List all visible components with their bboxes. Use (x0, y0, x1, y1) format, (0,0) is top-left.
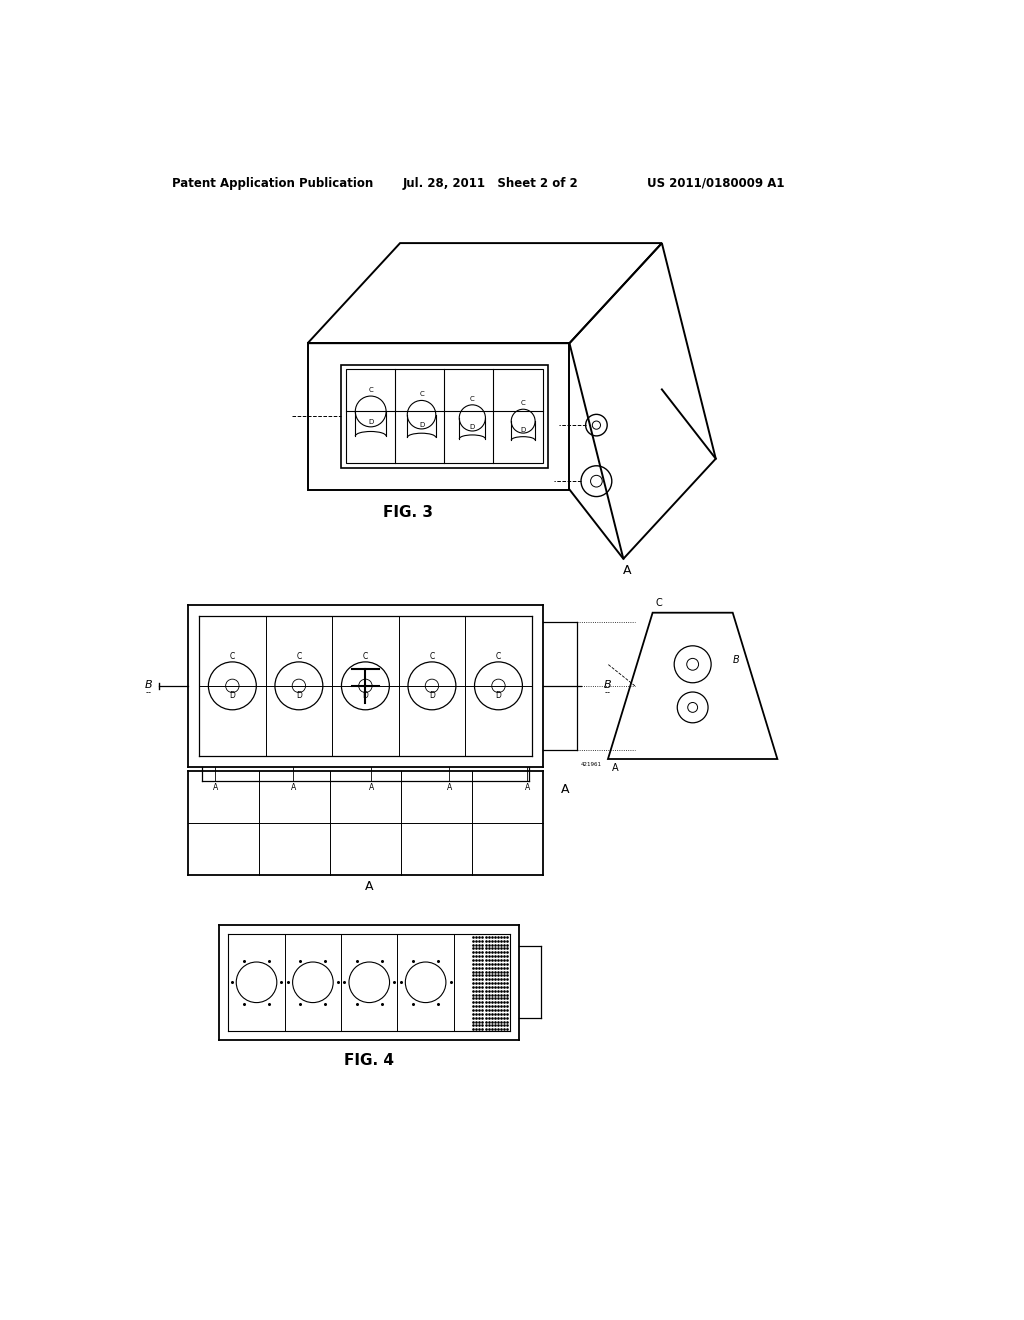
Text: D: D (520, 426, 525, 433)
Text: C: C (655, 598, 663, 609)
Text: C: C (362, 652, 368, 661)
Text: A: A (446, 783, 452, 792)
Text: B: B (144, 680, 153, 690)
Text: --: -- (145, 688, 152, 697)
Text: C: C (369, 387, 373, 393)
Text: FIG. 3: FIG. 3 (383, 506, 433, 520)
Text: C: C (470, 396, 475, 401)
Text: D: D (362, 690, 369, 700)
Text: D: D (296, 690, 302, 700)
Text: B: B (733, 656, 740, 665)
Text: D: D (368, 420, 374, 425)
Text: C: C (296, 652, 301, 661)
Text: B: B (604, 680, 611, 690)
Text: D: D (496, 690, 502, 700)
Text: US 2011/0180009 A1: US 2011/0180009 A1 (647, 177, 784, 190)
Text: D: D (470, 424, 475, 430)
Text: A: A (623, 564, 632, 577)
Text: C: C (429, 652, 434, 661)
Text: Jul. 28, 2011   Sheet 2 of 2: Jul. 28, 2011 Sheet 2 of 2 (402, 177, 578, 190)
Text: A: A (291, 783, 296, 792)
Text: D: D (429, 690, 435, 700)
Text: 421961: 421961 (581, 762, 602, 767)
Text: C: C (496, 652, 501, 661)
Text: FIG. 4: FIG. 4 (344, 1053, 394, 1068)
Text: A: A (369, 783, 374, 792)
Text: --: -- (605, 688, 611, 697)
Text: A: A (524, 783, 529, 792)
Text: A: A (561, 783, 570, 796)
Text: A: A (213, 783, 218, 792)
Text: C: C (229, 652, 234, 661)
Text: C: C (521, 400, 525, 407)
Text: Patent Application Publication: Patent Application Publication (172, 177, 374, 190)
Text: D: D (229, 690, 236, 700)
Text: A: A (612, 763, 618, 774)
Text: C: C (419, 391, 424, 397)
Text: D: D (419, 421, 424, 428)
Text: A: A (365, 879, 374, 892)
